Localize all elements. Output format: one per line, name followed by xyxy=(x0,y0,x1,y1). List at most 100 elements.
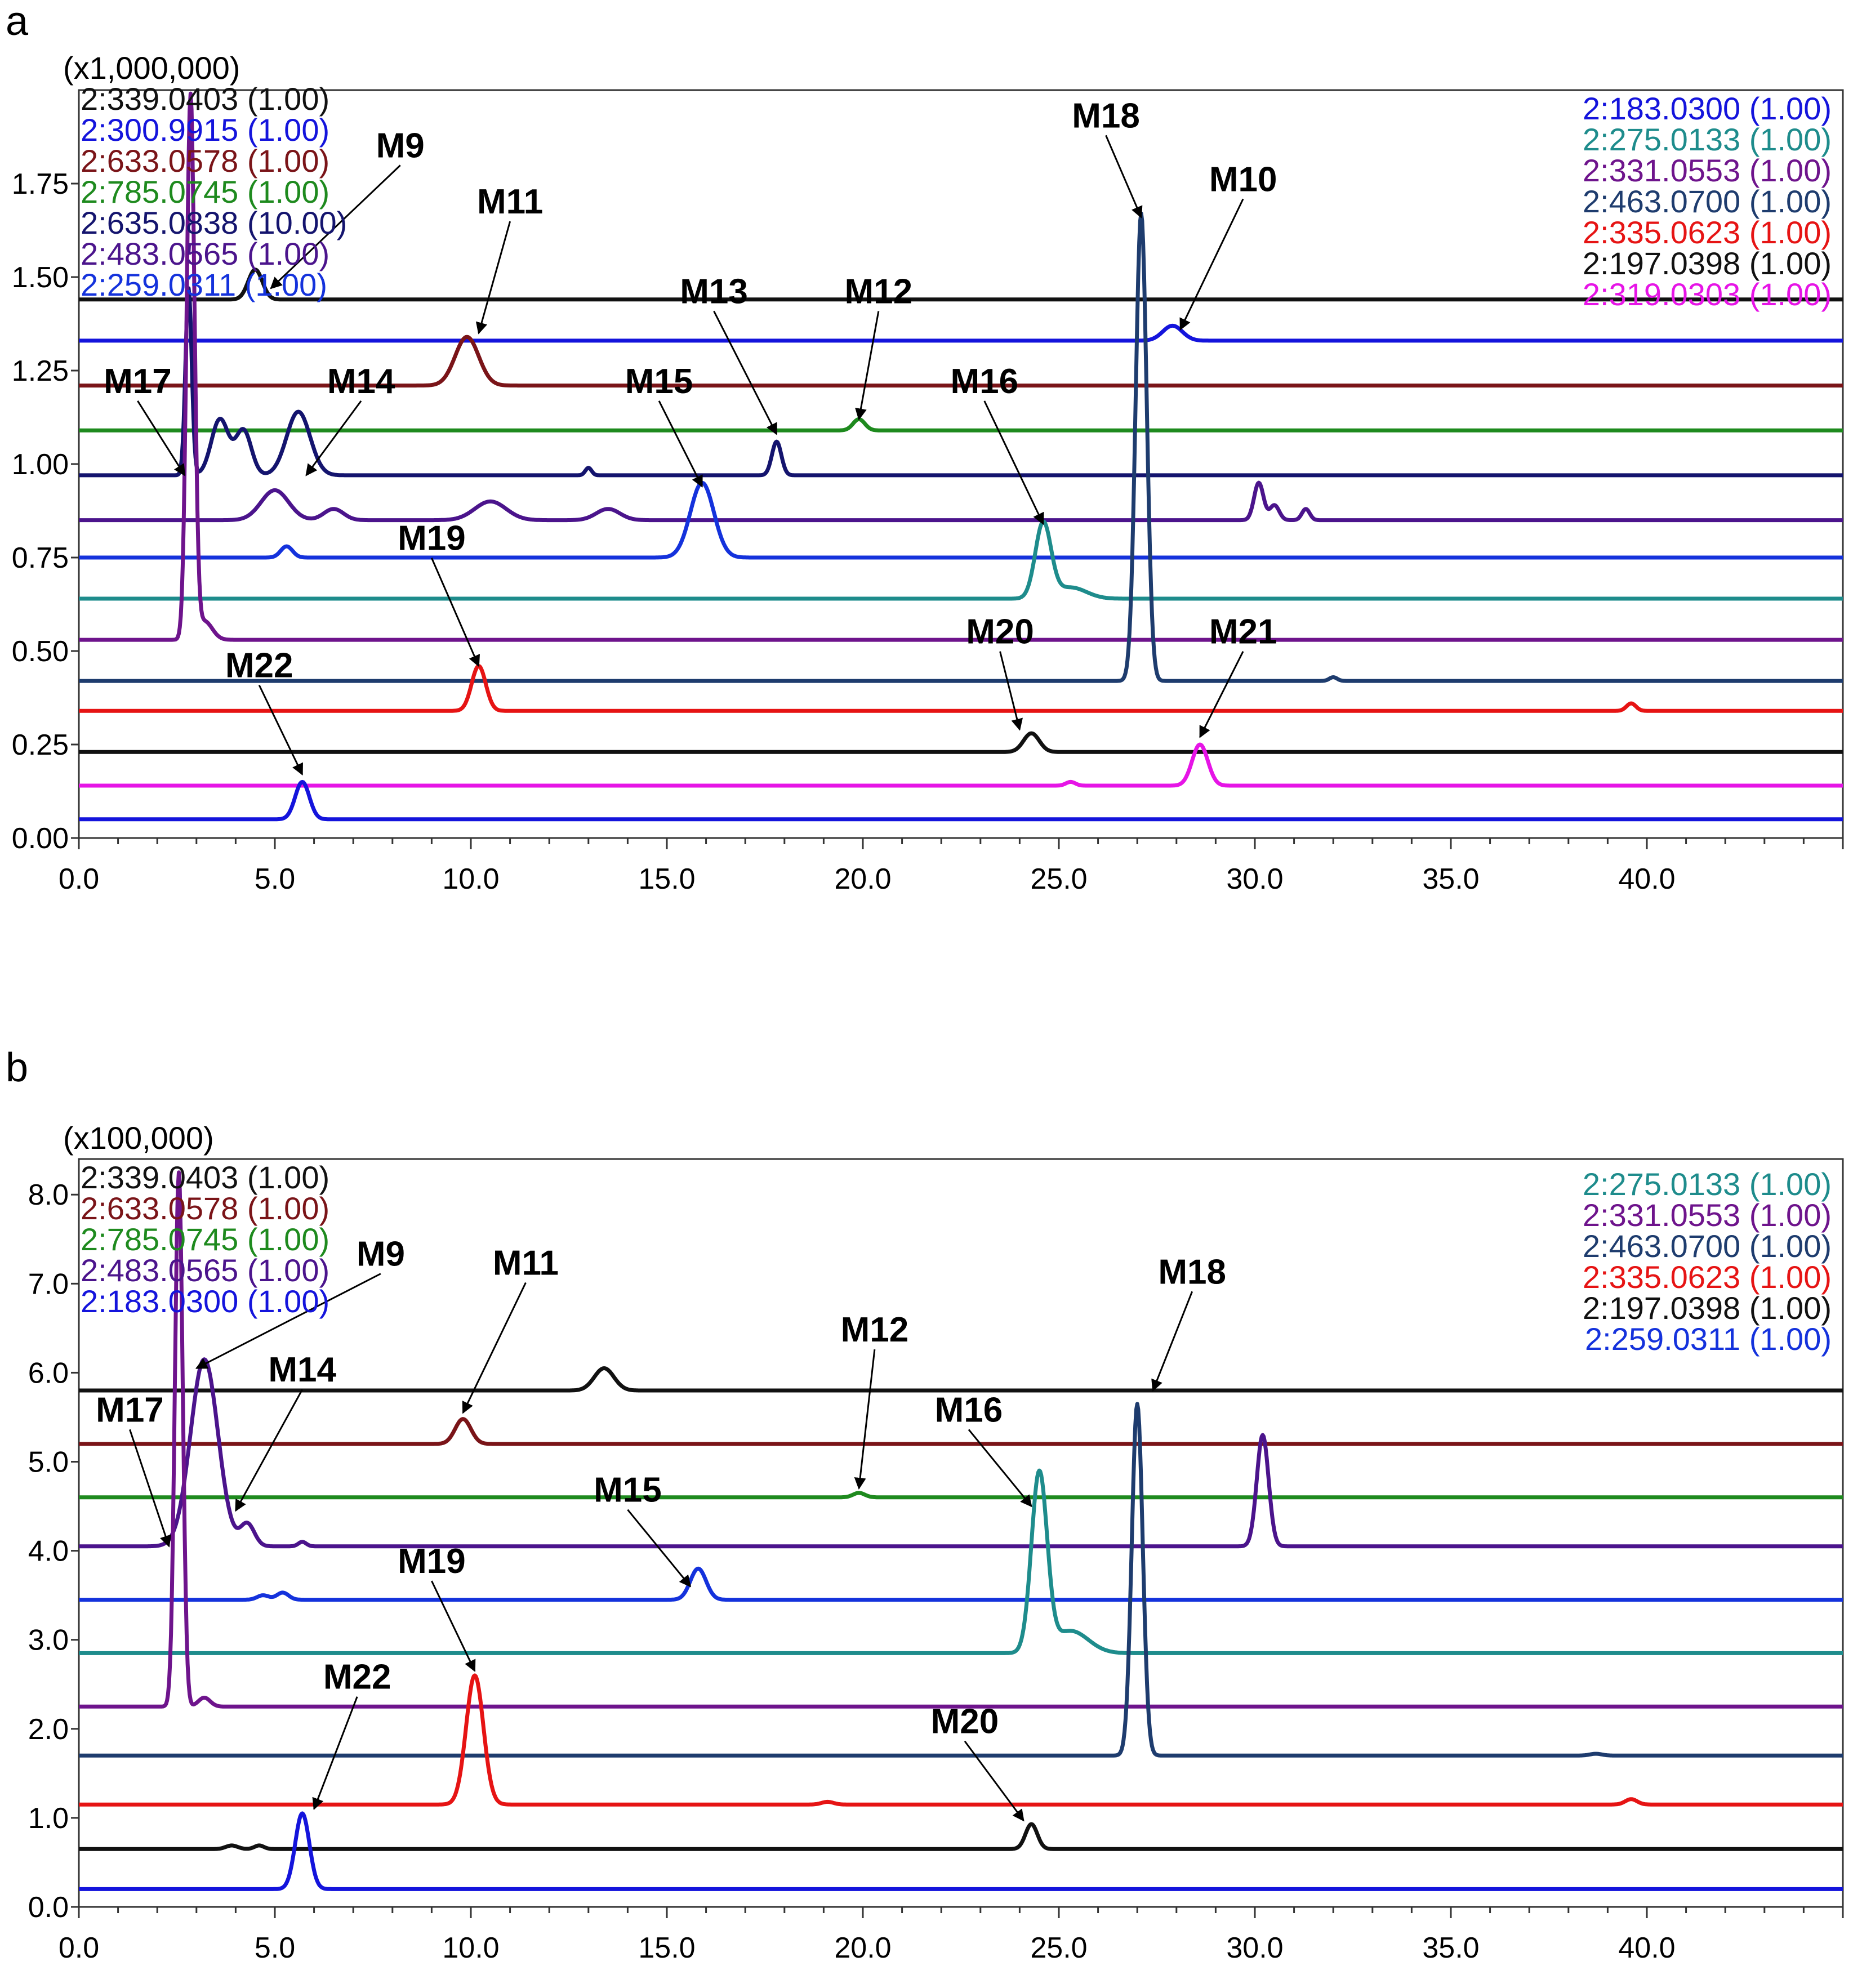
panel-a-label-M15: M15 xyxy=(625,362,693,401)
panel-a-arrow-M9 xyxy=(270,164,401,289)
panel-b-trace-2-331-0553 xyxy=(78,1170,1844,1709)
panel-a-legend-left-entry: 2:635.0838 (10.00) xyxy=(81,205,347,240)
panel-b-legend-right-entry: 2:197.0398 (1.00) xyxy=(1583,1290,1832,1326)
panel-a-legend-left-entry: 2:633.0578 (1.00) xyxy=(81,143,329,179)
panel-b-legend-right-entry: 2:259.0311 (1.00) xyxy=(1585,1321,1832,1357)
panel-b-trace-2-275-0133 xyxy=(78,1468,1844,1655)
panel-a-axes: 0.0 5.0 10.0 15.0 20.0 25.0 30.0 35.0 40.0 0.00 0.… xyxy=(12,168,1844,895)
panel-b-letter: b xyxy=(6,1045,28,1090)
panel-b-y-tick-label: 5.0 xyxy=(28,1446,69,1479)
panel-a-trace-2-463-0700 xyxy=(78,211,1844,683)
panel-a-x-tick-label: 35.0 xyxy=(1422,863,1479,895)
panel-b-arrow-M15 xyxy=(627,1509,692,1588)
panel-b-label-M20: M20 xyxy=(931,1702,999,1741)
panel-b-label-M17: M17 xyxy=(96,1390,164,1429)
panel-a-arrow-M14 xyxy=(305,400,362,476)
panel-b-y-tick-label: 6.0 xyxy=(28,1357,69,1389)
panel-a-y-tick-label: 1.25 xyxy=(12,355,69,387)
panel-a-legend-right-entry: 2:183.0300 (1.00) xyxy=(1583,91,1832,126)
panel-b-trace-2-785-0745 xyxy=(78,1491,1844,1500)
panel-a-x-tick-label: 15.0 xyxy=(638,863,695,895)
panel-b-trace-2-259-0311 xyxy=(78,1566,1844,1602)
panel-b-x-tick-label: 25.0 xyxy=(1030,1932,1087,1964)
panel-b-arrow-M19 xyxy=(431,1580,476,1672)
panel-a-annotations: M9 M11 M13 M12 M18 M10 M17 M14 M15 M16 M19 M20 M21 M2… xyxy=(104,96,1277,776)
panel-a-legend-right-entry: 2:197.0398 (1.00) xyxy=(1583,246,1832,281)
panel-a-label-M12: M12 xyxy=(845,272,913,311)
panel-a-plot-frame xyxy=(78,89,1844,839)
panel-b-legend-right-entry: 2:335.0623 (1.00) xyxy=(1583,1259,1832,1295)
panel-b-trace-2-339-0403 xyxy=(78,1366,1844,1393)
panel-b-scale-label: (x100,000) xyxy=(63,1120,214,1156)
panel-a-legend-right-entry: 2:319.0303 (1.00) xyxy=(1583,277,1832,312)
panel-a-label-M21: M21 xyxy=(1209,613,1277,652)
panel-b-trace-2-335-0623 xyxy=(78,1673,1844,1807)
panel-a-arrow-M12 xyxy=(855,311,880,421)
panel-b-legend-right-entry: 2:463.0700 (1.00) xyxy=(1583,1228,1832,1264)
panel-b-y-tick-label: 3.0 xyxy=(28,1624,69,1657)
panel-b-trace-2-197-0398 xyxy=(78,1822,1844,1851)
panel-b-axes: 0.0 5.0 10.0 15.0 20.0 25.0 30.0 35.0 40.0 0.0 1.0… xyxy=(28,1179,1844,1964)
panel-a-legend-right-entry: 2:331.0553 (1.00) xyxy=(1583,153,1832,188)
panel-b-label-M11: M11 xyxy=(493,1244,559,1283)
panel-a-label-M17: M17 xyxy=(104,362,172,401)
panel-a-legend-left-entry: 2:339.0403 (1.00) xyxy=(81,81,329,117)
panel-a-legend-right: 2:183.0300 (1.00)2:275.0133 (1.00)2:331.… xyxy=(1583,91,1832,312)
panel-b-label-M14: M14 xyxy=(268,1350,336,1389)
panel-a-legend-right-entry: 2:463.0700 (1.00) xyxy=(1583,184,1832,219)
panel-a-y-tick-label: 0.75 xyxy=(12,542,69,574)
panel-b-y-tick-label: 4.0 xyxy=(28,1535,69,1568)
panel-a-y-tick-label: 0.50 xyxy=(12,635,69,668)
panel-b-label-M12: M12 xyxy=(841,1311,909,1349)
panel-a-arrow-M19 xyxy=(431,558,480,667)
panel-a-label-M18: M18 xyxy=(1072,96,1140,135)
panel-b-x-tick-label: 35.0 xyxy=(1422,1932,1479,1964)
panel-a-label-M10: M10 xyxy=(1209,160,1277,199)
panel-a-arrow-M18 xyxy=(1105,135,1143,219)
panel-b-x-tick-label: 0.0 xyxy=(59,1932,99,1964)
panel-a-arrow-M17 xyxy=(137,400,186,476)
panel-b-x-tick-label: 20.0 xyxy=(834,1932,891,1964)
panel-b-legend-left-entry: 2:483.0565 (1.00) xyxy=(81,1252,329,1288)
panel-a-label-M11: M11 xyxy=(477,182,543,221)
panel-b-arrow-M22 xyxy=(312,1696,358,1811)
panel-b-legend-right: 2:275.0133 (1.00)2:331.0553 (1.00)2:463.… xyxy=(1583,1166,1832,1357)
panel-b-x-tick-label: 5.0 xyxy=(255,1932,295,1964)
panel-a-x-tick-label: 40.0 xyxy=(1618,863,1675,895)
panel-a-label-M13: M13 xyxy=(680,272,748,311)
panel-a-trace-2-633-0578 xyxy=(78,335,1844,388)
panel-b-label-M9: M9 xyxy=(357,1235,405,1274)
panel-a-x-tick-label: 0.0 xyxy=(59,863,99,895)
panel-a-arrow-M11 xyxy=(475,221,511,335)
panel-b-trace-2-483-0565 xyxy=(78,1357,1844,1549)
panel-b-arrow-M18 xyxy=(1151,1291,1193,1392)
panel-a-label-M14: M14 xyxy=(327,362,395,401)
panel-a-trace-2-331-0553 xyxy=(78,91,1844,642)
panel-a-y-tick-label: 0.00 xyxy=(12,822,69,855)
panel-b-arrow-M16 xyxy=(968,1429,1032,1508)
panel-a-trace-2-785-0745 xyxy=(78,417,1844,433)
panel-b-y-tick-label: 0.0 xyxy=(28,1891,69,1924)
panel-b-legend-left: 2:339.0403 (1.00)2:633.0578 (1.00)2:785.… xyxy=(81,1160,329,1319)
panel-b-y-tick-label: 7.0 xyxy=(28,1268,69,1300)
panel-a-arrow-M15 xyxy=(658,400,703,488)
panel-a-legend-left-entry: 2:483.0565 (1.00) xyxy=(81,236,329,271)
panel-b-arrow-M20 xyxy=(964,1740,1025,1822)
panel-b: b (x100,000) 0.0 5.0 10.0 15.0 20.0 25.0 30.0 3… xyxy=(6,1045,1844,1964)
panel-a-trace-2-183-0300 xyxy=(78,779,1844,822)
panel-a-scale-label: (x1,000,000) xyxy=(63,50,240,86)
panel-b-legend-left-entry: 2:785.0745 (1.00) xyxy=(81,1222,329,1257)
panel-b-trace-2-183-0300 xyxy=(78,1811,1844,1891)
panel-a-arrow-M16 xyxy=(983,400,1044,525)
panel-b-legend-left-entry: 2:633.0578 (1.00) xyxy=(81,1191,329,1226)
panel-a-y-tick-label: 1.75 xyxy=(12,168,69,200)
panel-a-trace-2-335-0623 xyxy=(78,664,1844,713)
panel-b-x-tick-label: 30.0 xyxy=(1226,1932,1283,1964)
panel-a-y-tick-label: 0.25 xyxy=(12,729,69,761)
panel-b-label-M22: M22 xyxy=(323,1658,391,1697)
panel-a-label-M9: M9 xyxy=(376,127,425,166)
panel-a-legend-right-entry: 2:335.0623 (1.00) xyxy=(1583,215,1832,250)
panel-b-label-M19: M19 xyxy=(398,1542,466,1581)
panel-a-trace-2-197-0398 xyxy=(78,731,1844,754)
panel-b-label-M18: M18 xyxy=(1158,1252,1226,1291)
